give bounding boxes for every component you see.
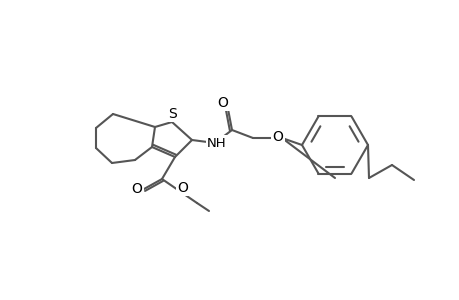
Text: O: O [217,96,228,110]
Text: S: S [168,107,177,121]
Text: O: O [177,181,188,195]
Text: O: O [272,130,283,144]
Text: NH: NH [207,136,226,149]
Text: O: O [131,182,142,196]
